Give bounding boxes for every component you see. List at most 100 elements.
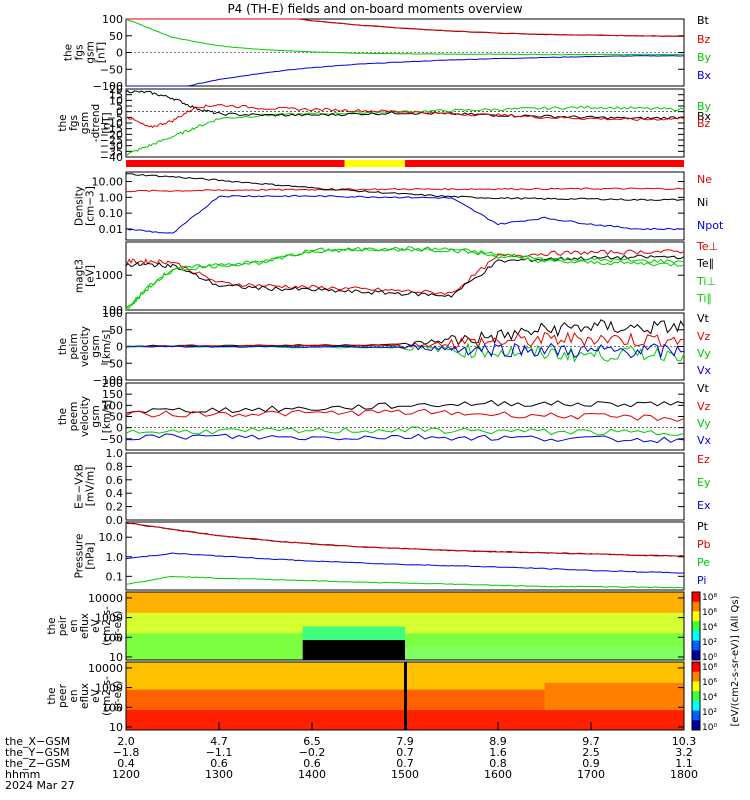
colorbar-segment	[692, 720, 700, 731]
y-axis-label: [km/s]	[101, 330, 113, 364]
spectrogram-cell	[553, 668, 564, 677]
spectrogram-cell	[553, 646, 564, 654]
colorbar-segment	[692, 710, 700, 721]
legend-entry: Vy	[697, 417, 711, 430]
spectrogram-cell	[553, 653, 564, 661]
spectrogram-cell	[563, 639, 573, 647]
y-tick-label: −50	[100, 357, 123, 370]
spectrogram-cell	[618, 668, 629, 677]
y-tick-label: 1.0	[106, 551, 124, 564]
spectrogram-cell	[144, 668, 155, 677]
spectrogram-cell	[321, 723, 332, 731]
spectrogram-cell	[191, 598, 201, 607]
spectrogram-cell	[386, 639, 397, 647]
spectrogram-cell	[628, 632, 638, 641]
spectrogram-cell	[395, 682, 406, 690]
spectrogram-cell	[228, 723, 239, 731]
spectrogram-cell	[172, 702, 183, 711]
spectrogram-cell	[265, 723, 276, 731]
spectrogram-cell	[209, 716, 220, 724]
spectrogram-cell	[609, 632, 620, 641]
spectrogram-cell	[442, 632, 452, 641]
spectrogram-cell	[600, 723, 611, 731]
spectrogram-cell	[674, 619, 685, 627]
spectrogram-cell	[163, 723, 173, 731]
spectrogram-cell	[525, 592, 536, 600]
spectrogram-cell	[172, 612, 183, 620]
spectrogram-cell	[600, 716, 611, 724]
spectrogram-cell	[563, 682, 573, 690]
spectrogram-cell	[126, 702, 136, 711]
spectrogram-cell	[423, 619, 434, 627]
spectrogram-cell	[367, 592, 378, 600]
spectrogram-cell	[349, 723, 359, 731]
spectrogram-cell	[646, 709, 657, 717]
spectrogram-cell	[442, 592, 452, 600]
spectrogram-cell	[637, 653, 648, 661]
spectrogram-cell	[312, 696, 322, 704]
spectrogram-cell	[395, 702, 406, 711]
spectrogram-cell	[442, 696, 452, 704]
spectrogram-cell	[563, 689, 573, 697]
spectrogram-cell	[228, 702, 239, 711]
spectrogram-cell	[228, 716, 239, 724]
spectrogram-cell	[284, 632, 294, 641]
spectrogram-cell	[488, 605, 499, 613]
spectrogram-cell	[432, 598, 443, 607]
y-tick-label: 0.4	[106, 487, 124, 500]
spectrogram-cell	[535, 662, 545, 670]
spectrogram-cell	[432, 653, 443, 661]
spectrogram-cell	[191, 605, 201, 613]
spectrogram-cell	[470, 702, 480, 711]
spectrogram-cell	[312, 598, 322, 607]
colorbar-segment	[692, 700, 700, 712]
spectrogram-cell	[191, 675, 201, 683]
y-tick-label: 10000	[88, 592, 123, 605]
y-axis-label: the	[46, 687, 58, 704]
spectrogram-cell	[665, 709, 676, 717]
spectrogram-cell	[544, 598, 555, 607]
y-tick-label: −100	[93, 374, 123, 387]
spectrogram-cell	[172, 592, 183, 600]
spectrogram-cell	[581, 696, 592, 704]
spectrogram-cell	[191, 709, 201, 717]
spectrogram-cell	[405, 696, 415, 704]
spectrogram-cell	[219, 689, 229, 697]
spectrogram-cell	[544, 619, 555, 627]
spectrogram-cell	[256, 682, 266, 690]
spectrogram-cell	[637, 675, 648, 683]
spectrogram-cell	[591, 639, 601, 647]
spectrogram-cell	[321, 702, 332, 711]
spectrogram-cell	[377, 592, 387, 600]
y-tick-label: 0	[116, 106, 123, 119]
spectrogram-cell	[525, 716, 536, 724]
spectrogram-cell	[367, 689, 378, 697]
y-axis-label: [km/s]	[101, 400, 113, 434]
spectrogram-cell	[358, 605, 369, 613]
spectrogram-cell	[609, 696, 620, 704]
spectrogram-cell	[367, 646, 378, 654]
spectrogram-cell	[628, 668, 638, 677]
spectrogram-cell	[395, 723, 406, 731]
spectrogram-cell	[637, 662, 648, 670]
spectrogram-cell	[470, 592, 480, 600]
spectrogram-cell	[153, 696, 164, 704]
spectrogram-cell	[135, 653, 146, 661]
spectrogram-cell	[209, 592, 220, 600]
spectrogram-cell	[358, 646, 369, 654]
spectrogram-cell	[377, 662, 387, 670]
spectrogram-cell	[665, 598, 676, 607]
spectrogram-cell	[535, 639, 545, 647]
spectrogram-cell	[377, 605, 387, 613]
series-Ne-density	[126, 187, 685, 193]
spectrogram-cell	[274, 592, 285, 600]
spectrogram-cell	[637, 612, 648, 620]
y-axis-label: velocity	[79, 326, 91, 367]
y-axis-label: eflux	[79, 683, 91, 709]
spectrogram-cell	[572, 696, 583, 704]
spectrogram-cell	[265, 598, 276, 607]
spectrogram-cell	[498, 646, 508, 654]
spectrogram-cell	[414, 605, 425, 613]
spectrogram-cell	[665, 632, 676, 641]
spectrogram-cell	[321, 626, 332, 634]
